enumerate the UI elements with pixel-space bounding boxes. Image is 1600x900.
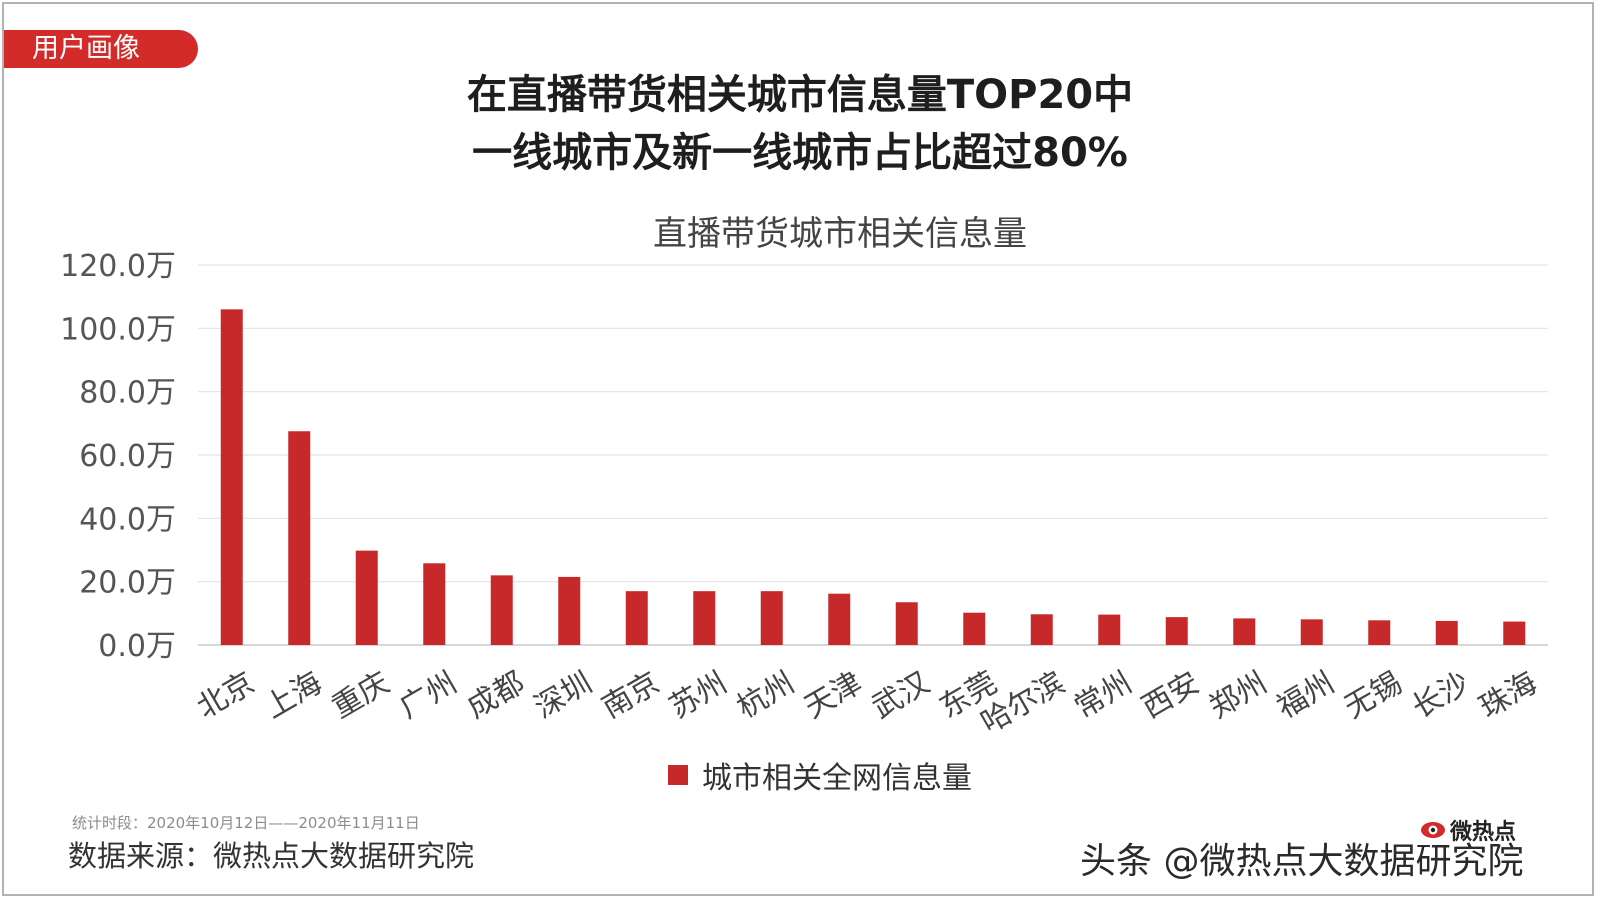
bar [1030,614,1053,645]
bar [423,563,446,645]
bar [1300,619,1323,645]
bar [963,612,986,645]
x-tick-label: 西安 [1136,665,1205,725]
headline-line-1: 在直播带货相关城市信息量TOP20中 [466,72,1134,118]
legend-swatch [668,765,688,785]
logo-text: 微热点 [1450,820,1517,845]
x-tick-label: 南京 [596,665,665,725]
x-tick-label: 武汉 [866,665,935,725]
y-tick-label: 60.0万 [79,439,176,474]
bar [220,309,243,645]
bar [558,576,581,645]
bar [895,602,918,645]
bar [828,593,851,645]
bar [355,550,378,645]
section-tag: 用户画像 [4,30,198,68]
y-tick-label: 100.0万 [60,312,176,347]
x-tick-label: 重庆 [326,665,395,725]
stat-period: 统计时段：2020年10月12日——2020年11月11日 [72,814,420,832]
x-tick-label: 常州 [1069,665,1138,725]
chart-legend: 城市相关全网信息量 [668,755,972,796]
chart-title: 直播带货城市相关信息量 [653,214,1027,254]
y-tick-label: 120.0万 [60,249,176,284]
x-tick-label: 珠海 [1474,665,1543,725]
bar [1503,621,1526,645]
weirediandian-logo: 微热点 [1420,814,1516,846]
x-tick-label: 北京 [191,665,260,725]
bar [1233,618,1256,645]
x-tick-label: 天津 [799,665,868,725]
x-tick-label: 福州 [1271,665,1340,725]
x-tick-label: 苏州 [664,665,733,725]
x-tick-label: 杭州 [731,665,800,725]
x-tick-label: 广州 [394,665,463,725]
x-tick-label: 上海 [259,665,328,725]
y-tick-label: 0.0万 [98,629,176,664]
x-tick-label: 无锡 [1339,665,1408,725]
x-tick-label: 成都 [461,665,530,725]
x-tick-label: 长沙 [1406,665,1475,725]
bar [693,591,716,645]
y-tick-label: 40.0万 [79,502,176,537]
bar [1368,620,1391,645]
y-tick-label: 20.0万 [79,566,176,601]
bar [1435,620,1458,645]
y-tick-label: 80.0万 [79,376,176,411]
x-tick-label: 深圳 [529,665,598,725]
bar [490,575,513,645]
x-tick-label: 郑州 [1204,665,1273,725]
headline: 在直播带货相关城市信息量TOP20中 一线城市及新一线城市占比超过80% [0,66,1600,182]
bar [1165,617,1188,645]
data-source: 数据来源：微热点大数据研究院 [68,839,475,873]
legend-label: 城市相关全网信息量 [702,761,972,796]
headline-line-2: 一线城市及新一线城市占比超过80% [472,130,1128,176]
bar [760,591,783,645]
bar [1098,614,1121,645]
bar [625,591,648,645]
eye-logo-icon [1421,822,1445,838]
toutiao-watermark: 头条 @微热点大数据研究院 [1080,841,1524,882]
bar [288,431,311,645]
